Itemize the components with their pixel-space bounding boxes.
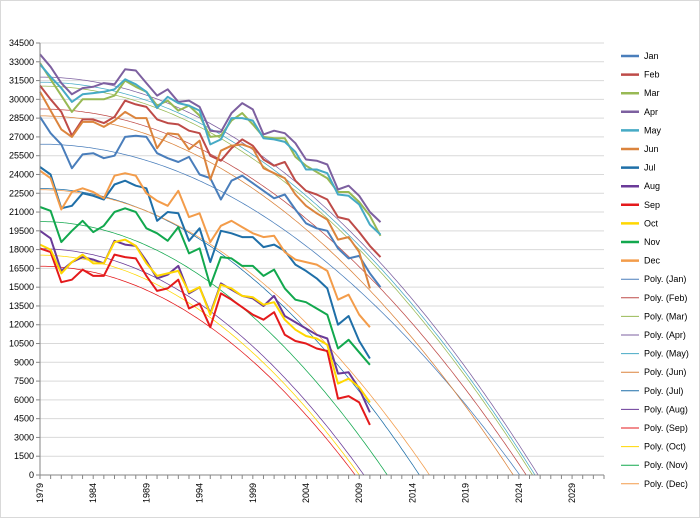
y-tick-label: 6000 [14,395,34,405]
x-tick-label: 2014 [407,483,417,503]
series-line-jul [39,166,371,360]
y-tick-label: 1500 [14,451,34,461]
trendlines [40,76,539,476]
legend-label: Sep [644,200,660,210]
legend-label: Poly. (Jul) [644,386,683,396]
y-tick-label: 31500 [9,76,34,86]
series-line-apr [39,53,382,223]
y-tick-labels: 0 1500 3000 4500 6000 7500 9000 10500 12000 13500… [9,38,34,480]
legend-label: Poly. (Jan) [644,274,686,284]
trendline-polyjun [40,115,514,476]
y-tick-label: 0 [29,470,34,480]
y-tick-label: 12000 [9,320,34,330]
trendline-polymar [40,85,533,476]
series-line-may [39,63,382,236]
legend-label: Poly. (Dec) [644,479,688,489]
x-tick-label: 1994 [195,483,205,503]
legend-label: Apr [644,107,658,117]
y-tick-label: 28500 [9,113,34,123]
x-tick-label: 1999 [248,483,258,503]
legend-label: Poly. (Feb) [644,293,687,303]
y-tick-label: 9000 [14,357,34,367]
y-tick-label: 10500 [9,339,34,349]
y-tick-label: 33000 [9,57,34,67]
axes [36,42,605,479]
x-tick-label: 2004 [301,483,311,503]
y-tick-label: 22500 [9,188,34,198]
trendline-polyaug [40,248,365,476]
y-tick-label: 30000 [9,94,34,104]
x-tick-label: 2029 [567,483,577,503]
y-tick-label: 16500 [9,263,34,273]
legend-label: Nov [644,237,661,247]
x-tick-label: 2019 [461,483,471,503]
legend-label: Poly. (Nov) [644,460,688,470]
x-tick-label: 1989 [141,483,151,503]
y-tick-label: 34500 [9,38,34,48]
legend-label: Poly. (Apr) [644,330,686,340]
x-tick-label: 1984 [88,483,98,503]
legend-label: Feb [644,70,660,80]
y-tick-label: 27000 [9,132,34,142]
legend-label: Poly. (Oct) [644,442,686,452]
series-line-feb [39,84,382,258]
y-tick-label: 24000 [9,169,34,179]
series-line-mar [39,62,382,237]
x-tick-label: 2024 [514,483,524,503]
legend-label: Dec [644,256,661,266]
legend: Jan Feb Mar Apr May Jun Jul Aug Sep Oct Nov Dec Poly… [621,51,689,489]
legend-label: Aug [644,181,660,191]
x-tick-labels: 1979 1984 1989 1994 1999 2004 2009 2014 2019 2024… [35,483,577,503]
legend-label: May [644,125,662,135]
legend-label: Mar [644,88,660,98]
legend-label: Poly. (Mar) [644,311,687,321]
series-line-nov [39,206,371,366]
data-lines [39,53,382,426]
trendline-polyoct [40,254,360,476]
series-line-sep [39,247,371,426]
legend-label: Poly. (Sep) [644,423,688,433]
y-tick-label: 13500 [9,301,34,311]
y-tick-label: 7500 [14,376,34,386]
trendline-polymay [40,81,536,476]
y-tick-label: 25500 [9,151,34,161]
legend-label: Poly. (May) [644,349,689,359]
y-tick-label: 19500 [9,226,34,236]
x-tick-label: 2009 [354,483,364,503]
y-tick-label: 4500 [14,414,34,424]
trendline-polyfeb [40,108,527,476]
series-line-dec [39,169,371,328]
trendline-polyjul [40,188,420,476]
y-tick-label: 15000 [9,282,34,292]
trendline-polysep [40,265,356,476]
x-tick-label: 1979 [35,483,45,503]
y-tick-label: 21000 [9,207,34,217]
series-line-oct [39,238,371,403]
y-tick-label: 18000 [9,245,34,255]
legend-label: Jan [644,51,659,61]
legend-label: Poly. (Jun) [644,367,686,377]
trendline-polyjan [40,143,521,476]
legend-label: Jul [644,163,656,173]
trendline-polyapr [40,76,539,476]
legend-label: Oct [644,218,659,228]
series-line-jun [39,91,371,289]
legend-label: Jun [644,144,659,154]
legend-label: Poly. (Aug) [644,404,688,414]
y-tick-label: 3000 [14,432,34,442]
